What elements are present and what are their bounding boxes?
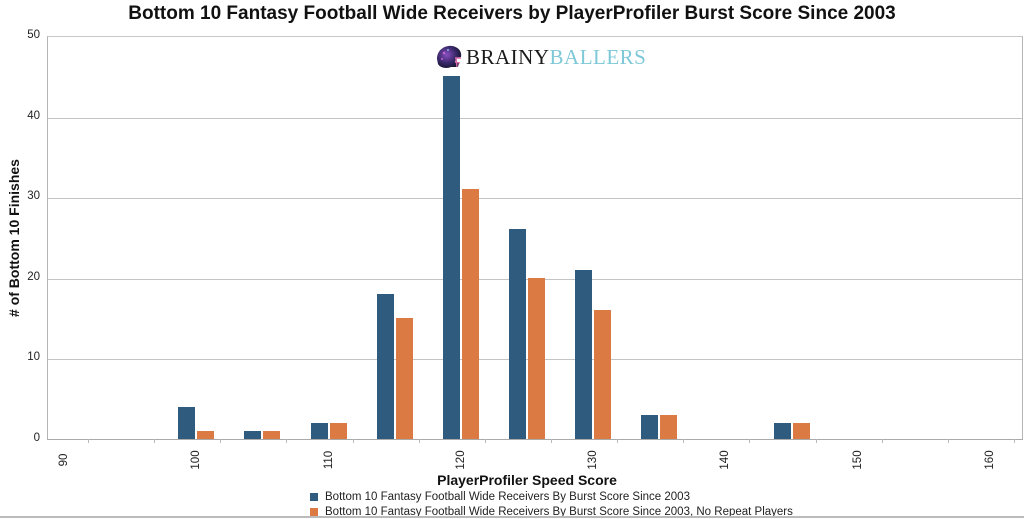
gridline (48, 117, 1022, 119)
bar-series-2 (792, 422, 810, 439)
x-tick-label: 140 (719, 450, 732, 470)
legend-item-series-1: Bottom 10 Fantasy Football Wide Receiver… (310, 489, 793, 504)
x-tick-label: 120 (454, 450, 467, 470)
legend: Bottom 10 Fantasy Football Wide Receiver… (310, 489, 793, 519)
x-tick-mark (749, 439, 751, 443)
legend-swatch-series-2 (310, 507, 318, 516)
legend-item-series-2: Bottom 10 Fantasy Football Wide Receiver… (310, 504, 793, 519)
x-tick-label: 100 (190, 450, 203, 470)
x-tick-mark (484, 439, 486, 443)
y-tick-label: 50 (27, 29, 40, 41)
x-tick-mark (617, 439, 619, 443)
bottom-divider (0, 516, 1024, 518)
bar-series-1 (641, 414, 659, 439)
bar-series-2 (329, 422, 347, 439)
bar-series-1 (773, 422, 791, 439)
x-tick-mark (1014, 439, 1015, 443)
x-tick-label: 90 (58, 453, 70, 467)
x-tick-mark (551, 439, 552, 443)
x-tick-mark (88, 439, 89, 443)
bar-series-2 (395, 318, 413, 439)
bar-series-1 (376, 293, 394, 439)
bar-series-2 (528, 277, 545, 439)
x-tick-mark (352, 439, 354, 443)
legend-label-series-2: Bottom 10 Fantasy Football Wide Receiver… (325, 505, 793, 518)
x-tick-mark (881, 439, 883, 443)
x-tick-mark (683, 439, 685, 443)
y-tick-label: 10 (27, 351, 40, 364)
bar-series-1 (442, 76, 460, 439)
x-tick-label: 130 (587, 450, 600, 470)
bar-series-1 (575, 269, 593, 439)
y-tick-label: 20 (27, 270, 40, 283)
x-tick-mark (220, 439, 222, 443)
x-tick-mark (286, 439, 288, 443)
bar-series-1 (244, 430, 262, 439)
y-tick-label: 40 (27, 109, 40, 122)
bar-series-2 (461, 189, 479, 439)
legend-label-series-1: Bottom 10 Fantasy Football Wide Receiver… (325, 490, 690, 503)
x-tick-mark (947, 439, 949, 443)
x-tick-label: 110 (322, 450, 335, 470)
logo-wordmark: BRAINYBALLERS (466, 44, 647, 69)
chart-title: Bottom 10 Fantasy Football Wide Receiver… (128, 3, 896, 24)
gridline (48, 198, 1022, 200)
legend-swatch-series-1 (310, 492, 318, 501)
x-axis-line (47, 439, 1023, 440)
bar-series-2 (263, 430, 281, 439)
bar-series-1 (178, 406, 196, 439)
x-tick-label: 160 (984, 450, 996, 470)
x-axis-label: PlayerProfiler Speed Score (437, 472, 617, 488)
x-tick-mark (815, 439, 817, 443)
brainyballers-logo: BRAINYBALLERS (434, 42, 646, 72)
x-tick-label: 150 (851, 450, 864, 470)
bar-series-1 (509, 229, 526, 439)
x-tick-mark (418, 439, 420, 443)
y-axis-label: # of Bottom 10 Finishes (6, 159, 22, 317)
bar-series-2 (594, 310, 612, 439)
y-tick-label: 30 (27, 190, 40, 203)
x-tick-mark (154, 439, 156, 443)
bar-series-2 (197, 430, 215, 439)
football-helmet-icon (437, 45, 462, 68)
y-tick-label: 0 (33, 432, 40, 444)
bar-series-2 (660, 414, 678, 439)
bar-series-1 (310, 422, 328, 439)
